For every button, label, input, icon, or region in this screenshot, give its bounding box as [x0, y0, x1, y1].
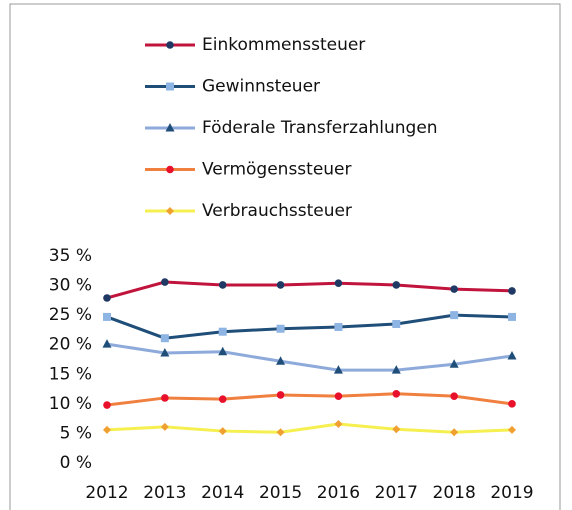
x-tick-label: 2016 — [317, 483, 360, 503]
y-tick-label: 5 % — [60, 423, 92, 443]
x-tick-label: 2018 — [433, 483, 476, 503]
legend-label: Föderale Transferzahlungen — [202, 118, 438, 138]
series-line — [106, 342, 513, 372]
marker — [103, 312, 111, 321]
marker — [333, 365, 343, 374]
marker — [507, 350, 517, 360]
marker — [276, 391, 285, 399]
series-line — [106, 422, 513, 434]
y-tick-label: 0 % — [60, 453, 92, 473]
marker — [334, 322, 343, 331]
legend-marker — [166, 41, 174, 49]
y-tick-label: 10 % — [49, 394, 92, 414]
marker — [334, 419, 343, 428]
x-tick-label: 2015 — [259, 483, 302, 503]
marker — [160, 422, 169, 431]
x-tick-label: 2012 — [85, 483, 128, 503]
legend-label: Gewinnsteuer — [202, 77, 320, 97]
series-line — [106, 313, 513, 340]
legend-label: Vermögenssteuer — [202, 160, 352, 180]
marker — [450, 428, 459, 437]
marker — [276, 428, 285, 437]
legend-marker — [166, 165, 174, 174]
x-tick-label: 2017 — [375, 483, 418, 503]
marker — [103, 294, 111, 302]
legend-marker — [165, 123, 175, 132]
y-tick-label: 15 % — [49, 364, 92, 384]
marker — [103, 401, 111, 409]
marker — [218, 281, 227, 289]
marker — [508, 400, 516, 408]
marker — [218, 327, 227, 336]
marker — [392, 281, 401, 289]
marker — [450, 285, 458, 293]
series-line — [106, 392, 513, 407]
marker — [508, 425, 516, 434]
marker — [160, 334, 169, 343]
legend-marker — [166, 207, 174, 215]
y-tick-label: 25 % — [49, 305, 92, 325]
legend-label: Verbrauchssteuer — [202, 201, 352, 221]
marker — [450, 311, 459, 320]
marker — [392, 425, 401, 434]
marker — [102, 339, 112, 348]
x-tick-label: 2014 — [201, 483, 244, 503]
marker — [508, 312, 516, 321]
marker — [276, 324, 285, 333]
marker — [450, 392, 458, 400]
x-tick-label: 2019 — [490, 483, 533, 503]
series-line — [106, 280, 513, 300]
marker — [449, 359, 459, 368]
marker — [161, 394, 169, 402]
legend-marker — [166, 82, 174, 91]
marker — [161, 278, 169, 286]
marker — [508, 287, 516, 295]
marker — [392, 320, 401, 329]
x-tick-label: 2013 — [143, 483, 186, 503]
y-tick-label: 30 % — [49, 276, 92, 296]
marker — [334, 392, 343, 400]
y-tick-label: 20 % — [49, 335, 92, 355]
marker — [218, 395, 227, 403]
marker — [160, 347, 170, 357]
marker — [276, 281, 285, 289]
marker — [391, 365, 401, 374]
marker — [276, 356, 286, 365]
legend-label: Einkommenssteuer — [202, 35, 365, 55]
marker — [218, 427, 227, 436]
marker — [103, 425, 111, 434]
marker — [334, 279, 343, 288]
y-tick-label: 35 % — [49, 246, 92, 266]
frame — [9, 3, 561, 510]
marker — [392, 390, 401, 398]
marker — [218, 346, 228, 356]
